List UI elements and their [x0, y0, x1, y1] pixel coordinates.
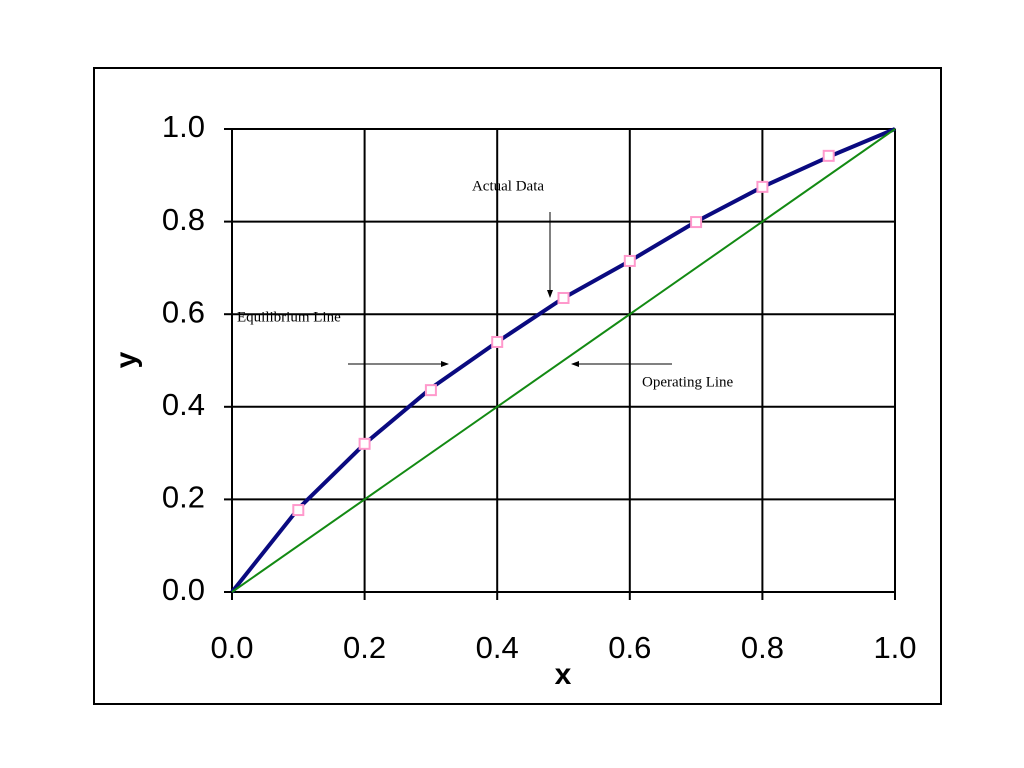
y-tick-label: 0.8	[162, 202, 205, 237]
x-tick-label: 0.0	[210, 630, 253, 665]
series-line	[231, 128, 896, 593]
data-point	[557, 291, 570, 304]
data-point	[424, 384, 437, 397]
data-point	[690, 216, 703, 229]
x-tick-label: 0.8	[741, 630, 784, 665]
x-tick-label: 0.4	[476, 630, 519, 665]
data-point	[292, 504, 305, 517]
x-tick-label: 0.2	[343, 630, 386, 665]
annotation: Operating Line	[642, 374, 734, 390]
y-axis-title: y	[110, 351, 143, 368]
y-tick-label: 0.6	[162, 294, 205, 329]
data-point	[358, 437, 371, 450]
data-point	[756, 180, 769, 193]
y-tick-label: 0.0	[162, 572, 205, 607]
chart-frame	[93, 67, 942, 705]
annotation: Equilibrium Line	[237, 309, 341, 325]
y-tick-label: 0.2	[162, 480, 205, 515]
data-point	[822, 149, 835, 162]
data-point	[491, 335, 504, 348]
annotation: Actual Data	[472, 178, 544, 194]
x-axis-title: x	[555, 658, 572, 691]
x-tick-label: 1.0	[873, 630, 916, 665]
y-tick-label: 1.0	[162, 109, 205, 144]
data-point	[623, 254, 636, 267]
y-tick-label: 0.4	[162, 387, 205, 422]
x-tick-label: 0.6	[608, 630, 651, 665]
